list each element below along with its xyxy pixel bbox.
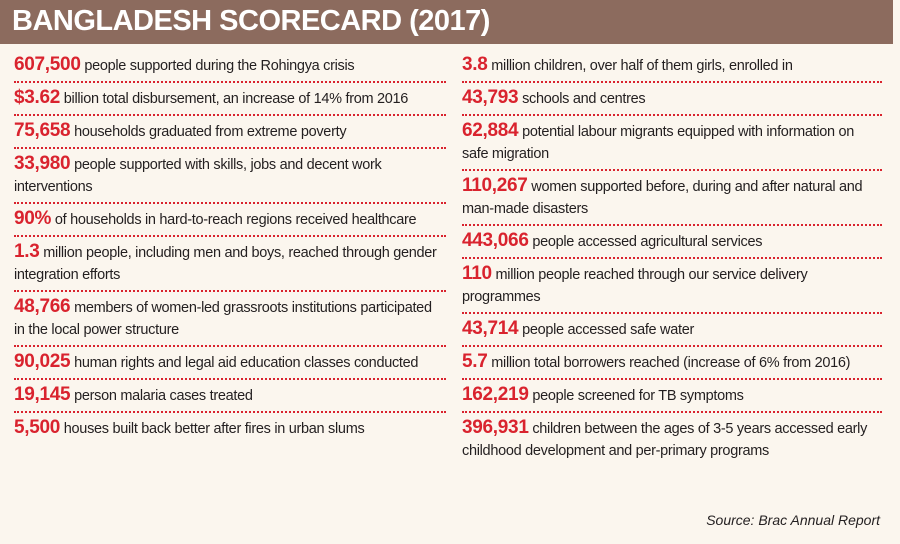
stat-figure: 1.3 [14,241,40,262]
stat-figure: 43,793 [462,87,519,108]
stat-text: million total borrowers reached (increas… [491,355,851,371]
stat-item: 396,931 children between the ages of 3-5… [462,413,882,466]
stat-item: 5,500 houses built back better after fir… [14,413,446,444]
stat-figure: 75,658 [14,120,71,141]
stat-item: 33,980 people supported with skills, job… [14,149,446,204]
stat-figure: 110 [462,263,492,284]
stat-text: houses built back better after fires in … [63,421,365,437]
stat-text: children between the ages of 3-5 years a… [462,421,868,459]
stat-figure: 62,884 [462,120,519,141]
stat-item: 1.3 million people, including men and bo… [14,237,446,292]
stat-item: 3.8 million children, over half of them … [462,50,882,83]
stat-text: people screened for TB symptoms [532,388,744,404]
stat-figure: 48,766 [14,296,71,317]
stat-text: million people reached through our servi… [462,267,808,305]
title: BANGLADESH SCORECARD (2017) [12,5,490,37]
stat-text: women supported before, during and after… [462,179,863,217]
stat-item: $3.62 billion total disbursement, an inc… [14,83,446,116]
stat-figure: 19,145 [14,384,71,405]
stat-text: of households in hard-to-reach regions r… [54,212,417,228]
stat-figure: 43,714 [462,318,519,339]
stat-figure: 3.8 [462,54,488,75]
stat-text: schools and centres [522,91,646,107]
stat-item: 443,066 people accessed agricultural ser… [462,226,882,259]
stat-text: people supported with skills, jobs and d… [14,157,382,195]
stat-text: households graduated from extreme povert… [74,124,347,140]
stat-figure: 33,980 [14,153,71,174]
stat-text: person malaria cases treated [74,388,253,404]
stat-item: 110 million people reached through our s… [462,259,882,314]
stat-text: members of women-led grassroots institut… [14,300,432,338]
stat-figure: 90,025 [14,351,71,372]
stat-figure: 5,500 [14,417,61,438]
stat-item: 75,658 households graduated from extreme… [14,116,446,149]
right-column: 3.8 million children, over half of them … [462,50,882,466]
stat-figure: $3.62 [14,87,61,108]
source: Source: Brac Annual Report [706,512,880,528]
stat-figure: 607,500 [14,54,81,75]
stat-text: human rights and legal aid education cla… [74,355,419,371]
stat-figure: 5.7 [462,351,488,372]
stat-text: people accessed safe water [522,322,695,338]
left-column: 607,500 people supported during the Rohi… [14,50,446,444]
stat-figure: 162,219 [462,384,529,405]
stat-item: 48,766 members of women-led grassroots i… [14,292,446,347]
stat-text: million children, over half of them girl… [491,58,793,74]
stat-text: billion total disbursement, an increase … [63,91,409,107]
stat-text: million people, including men and boys, … [14,245,437,283]
stat-item: 5.7 million total borrowers reached (inc… [462,347,882,380]
stat-item: 43,793 schools and centres [462,83,882,116]
stat-item: 90% of households in hard-to-reach regio… [14,204,446,237]
stat-item: 110,267 women supported before, during a… [462,171,882,226]
stat-item: 90,025 human rights and legal aid educat… [14,347,446,380]
stat-figure: 110,267 [462,175,528,196]
stat-item: 19,145 person malaria cases treated [14,380,446,413]
stat-figure: 443,066 [462,230,529,251]
stat-item: 162,219 people screened for TB symptoms [462,380,882,413]
stat-figure: 396,931 [462,417,529,438]
header-bar: BANGLADESH SCORECARD (2017) [0,0,893,44]
stat-text: people supported during the Rohingya cri… [84,58,355,74]
stat-item: 62,884 potential labour migrants equippe… [462,116,882,171]
stat-item: 607,500 people supported during the Rohi… [14,50,446,83]
stat-item: 43,714 people accessed safe water [462,314,882,347]
stat-text: people accessed agricultural services [532,234,763,250]
stat-figure: 90% [14,208,52,229]
stat-text: potential labour migrants equipped with … [462,124,855,162]
